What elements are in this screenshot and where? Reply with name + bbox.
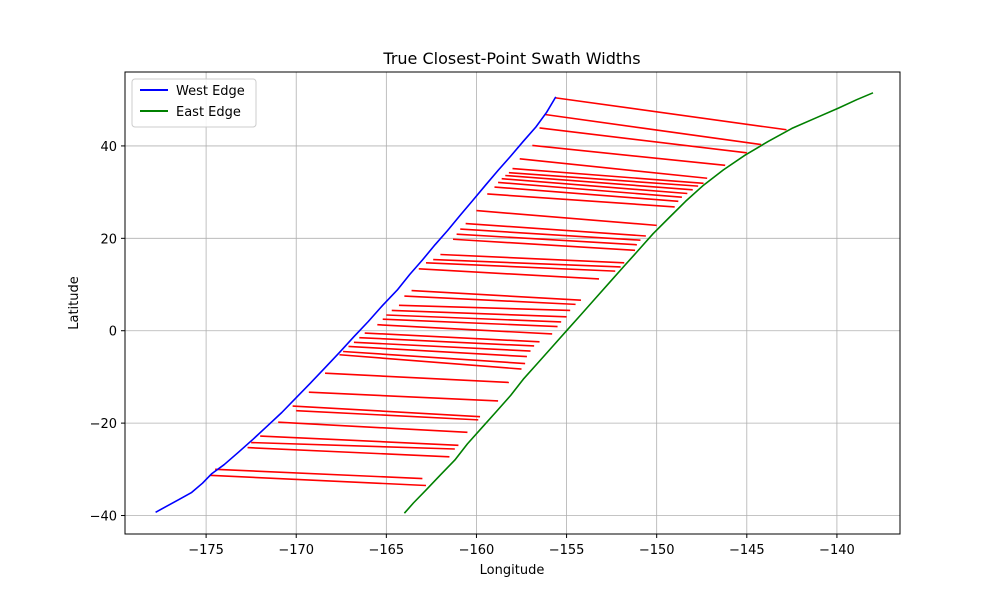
x-tick-label: −145 bbox=[729, 543, 765, 558]
swath-width-line bbox=[505, 174, 693, 191]
plot-frame bbox=[124, 71, 901, 535]
swath-width-line bbox=[308, 391, 499, 402]
swath-width-line bbox=[364, 332, 540, 343]
swath-width-line bbox=[498, 181, 682, 198]
swath-width-line bbox=[209, 474, 427, 487]
x-tick-label: −175 bbox=[188, 543, 224, 558]
series-line-east-edge bbox=[403, 92, 874, 514]
swath-width-line bbox=[433, 258, 621, 268]
y-tick-label: −40 bbox=[90, 510, 117, 525]
y-tick-label: −20 bbox=[90, 417, 117, 432]
x-tick-label: −170 bbox=[278, 543, 314, 558]
swath-width-line bbox=[476, 209, 657, 227]
swath-width-line bbox=[359, 336, 535, 347]
x-tick-label: −150 bbox=[639, 543, 675, 558]
swath-width-line bbox=[398, 304, 571, 312]
y-tick-label: 0 bbox=[109, 325, 117, 340]
swath-width-line bbox=[501, 177, 688, 195]
swath-width-line bbox=[247, 446, 450, 458]
swath-width-line bbox=[343, 350, 526, 365]
swath-width-line bbox=[512, 167, 704, 185]
swath-width-line bbox=[260, 435, 459, 447]
swath-width-line bbox=[382, 318, 558, 328]
y-tick-label: 20 bbox=[100, 232, 117, 247]
swath-width-line bbox=[508, 171, 699, 187]
ticks-layer: −175 −170 −165 −160 −155 −150 −145 −140 −40 −20 0 2… bbox=[90, 140, 855, 558]
swath-width-line bbox=[456, 233, 637, 246]
swath-width-line bbox=[452, 238, 636, 252]
x-tick-label: −165 bbox=[368, 543, 404, 558]
swath-width-line bbox=[532, 144, 726, 167]
x-tick-label: −155 bbox=[549, 543, 585, 558]
legend-label-east-edge: East Edge bbox=[176, 105, 241, 120]
swath-width-line bbox=[404, 295, 576, 306]
swath-width-line bbox=[411, 289, 582, 302]
x-tick-label: −140 bbox=[819, 543, 855, 558]
swath-width-line bbox=[386, 314, 562, 323]
swath-width-line bbox=[251, 441, 455, 450]
swath-width-line bbox=[487, 193, 675, 208]
swath-width-line bbox=[440, 253, 625, 264]
swath-width-line bbox=[539, 127, 747, 154]
swath-width-line bbox=[519, 158, 708, 180]
swath-width-line bbox=[377, 323, 553, 335]
y-axis-label: Latitude bbox=[67, 276, 82, 330]
legend: West Edge East Edge bbox=[131, 78, 257, 128]
chart-title: True Closest-Point Swath Widths bbox=[382, 49, 640, 68]
x-axis-label: Longitude bbox=[480, 563, 545, 578]
legend-label-west-edge: West Edge bbox=[176, 84, 245, 99]
swath-width-line bbox=[425, 262, 616, 272]
swath-width-line bbox=[215, 468, 423, 480]
swath-width-line bbox=[278, 421, 468, 434]
swath-width-line bbox=[353, 341, 531, 352]
swath-width-line bbox=[391, 309, 567, 318]
swath-width-line bbox=[339, 353, 522, 370]
swath-width-line bbox=[418, 268, 600, 280]
swath-width-line bbox=[460, 228, 641, 241]
swath-width-line bbox=[296, 409, 479, 421]
x-tick-label: −160 bbox=[459, 543, 495, 558]
series-line-west-edge bbox=[155, 96, 557, 514]
grid-layer bbox=[125, 72, 900, 534]
data-layer bbox=[155, 92, 874, 514]
swath-width-line bbox=[348, 345, 527, 358]
swath-width-line bbox=[555, 97, 787, 131]
swath-width-line bbox=[494, 186, 679, 203]
swath-width-line bbox=[292, 405, 481, 418]
swath-width-line bbox=[465, 222, 646, 237]
swath-width-line bbox=[544, 113, 762, 146]
y-tick-label: 40 bbox=[100, 140, 117, 155]
swath-width-line bbox=[325, 372, 509, 384]
